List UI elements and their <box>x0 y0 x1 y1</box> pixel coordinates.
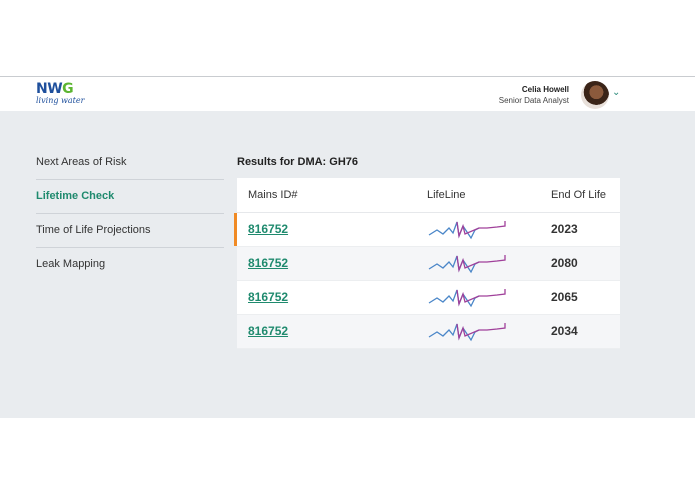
end-of-life-value: 2034 <box>551 324 578 338</box>
logo-tagline: living water <box>36 96 85 105</box>
table-row[interactable]: 816752 2023 <box>234 213 620 247</box>
table-row[interactable]: 816752 2080 <box>237 247 620 281</box>
end-of-life-value: 2080 <box>551 256 578 270</box>
table-row[interactable]: 816752 2034 <box>237 315 620 349</box>
nav-item-lifetime-check[interactable]: Lifetime Check <box>36 180 224 214</box>
results-table: Mains ID# LifeLine End Of Life 816752 20… <box>234 178 620 349</box>
top-divider <box>0 76 695 77</box>
user-name: Celia Howell <box>521 85 569 94</box>
user-info: Celia Howell Senior Data Analyst <box>499 85 569 107</box>
side-nav: Next Areas of Risk Lifetime Check Time o… <box>36 146 224 281</box>
lifeline-sparkline <box>427 218 509 247</box>
column-header-end-of-life: End Of Life <box>551 189 607 201</box>
table-row[interactable]: 816752 2065 <box>237 281 620 315</box>
logo-wordmark: NWG <box>36 81 74 97</box>
end-of-life-value: 2065 <box>551 290 578 304</box>
nav-item-leak-mapping[interactable]: Leak Mapping <box>36 258 106 270</box>
user-role: Senior Data Analyst <box>498 96 569 105</box>
mains-id-link[interactable]: 816752 <box>248 222 289 236</box>
main-panel: Next Areas of Risk Lifetime Check Time o… <box>0 111 695 418</box>
end-of-life-value: 2023 <box>551 222 578 236</box>
mains-id-link[interactable]: 816752 <box>248 290 289 304</box>
app-header: NWG living water Celia Howell Senior Dat… <box>0 77 695 111</box>
column-header-mains-id: Mains ID# <box>248 189 298 201</box>
lifeline-sparkline <box>427 286 509 315</box>
table-header: Mains ID# LifeLine End Of Life <box>237 178 620 213</box>
brand-logo[interactable]: NWG living water <box>36 82 84 105</box>
avatar[interactable] <box>581 81 609 109</box>
lifeline-sparkline <box>427 320 509 349</box>
nav-item-next-areas-of-risk[interactable]: Next Areas of Risk <box>36 146 224 180</box>
mains-id-link[interactable]: 816752 <box>248 256 289 270</box>
lifeline-sparkline <box>427 252 509 281</box>
mains-id-link[interactable]: 816752 <box>248 324 289 338</box>
column-header-lifeline: LifeLine <box>427 189 466 201</box>
results-title: Results for DMA: GH76 <box>237 156 359 168</box>
nav-item-time-of-life-projections[interactable]: Time of Life Projections <box>36 214 224 248</box>
chevron-down-icon[interactable]: ⌄ <box>612 87 621 98</box>
